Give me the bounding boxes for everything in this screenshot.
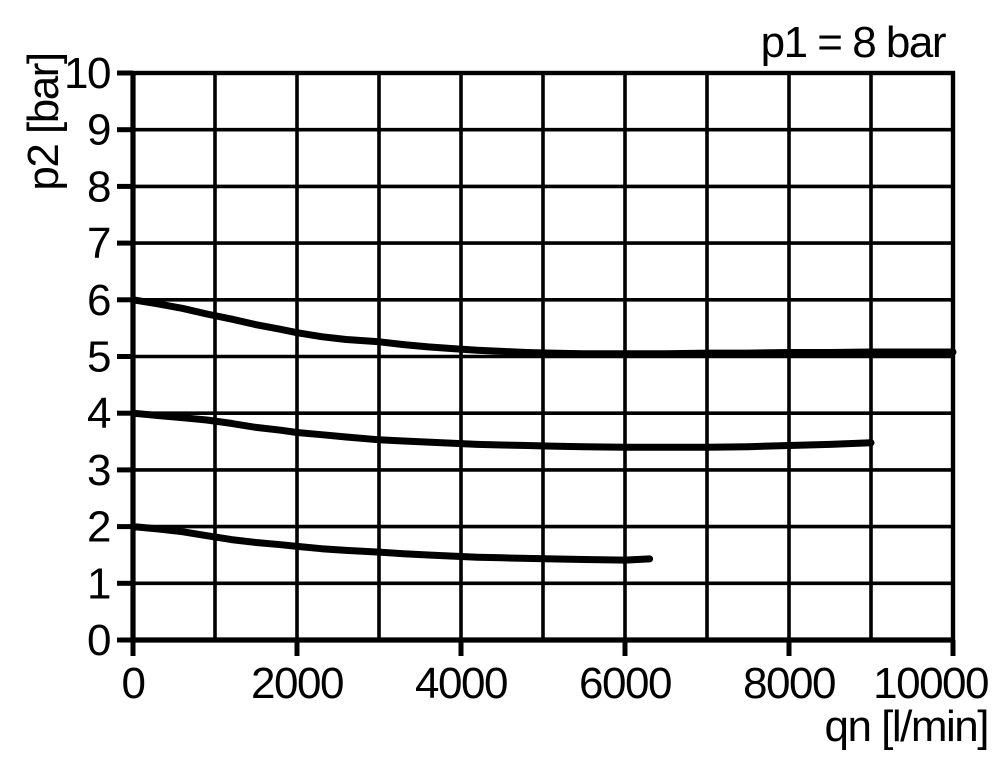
- y-tick-label: 8: [87, 162, 110, 211]
- curve-p2-set-4-bar: [129, 409, 875, 451]
- y-tick-label: 1: [87, 559, 110, 608]
- x-tick-label: 4000: [415, 659, 507, 708]
- tick-labels: 0 1 2 3 4 5 6 7 8 9 10 0 2000 4000 6000 8000 10000: [64, 49, 989, 708]
- x-tick-label: 8000: [743, 659, 835, 708]
- x-tick-label: 10000: [873, 659, 988, 708]
- x-tick-label: 0: [122, 659, 145, 708]
- y-tick-label: 2: [87, 503, 110, 552]
- x-axis-label: qn [l/min]: [824, 702, 988, 751]
- axes-and-ticks: [117, 70, 956, 656]
- curve-p2-set-2-bar: [129, 523, 654, 564]
- x-tick-label: 2000: [251, 659, 343, 708]
- y-tick-label: 9: [87, 106, 110, 155]
- x-tick-label: 6000: [579, 659, 671, 708]
- curves: [129, 296, 957, 564]
- y-tick-label: 7: [87, 219, 110, 268]
- y-tick-label: 6: [87, 276, 110, 325]
- y-tick-label: 0: [87, 616, 110, 665]
- chart-title: p1 = 8 bar: [761, 18, 946, 67]
- y-tick-label: 3: [87, 446, 110, 495]
- curve-p2-set-6-bar: [129, 296, 957, 358]
- y-tick-label: 4: [87, 389, 111, 438]
- y-axis-label: p2 [bar]: [19, 53, 68, 190]
- y-tick-label: 5: [87, 333, 110, 382]
- y-tick-label: 10: [64, 49, 110, 98]
- grid-lines: [133, 73, 953, 640]
